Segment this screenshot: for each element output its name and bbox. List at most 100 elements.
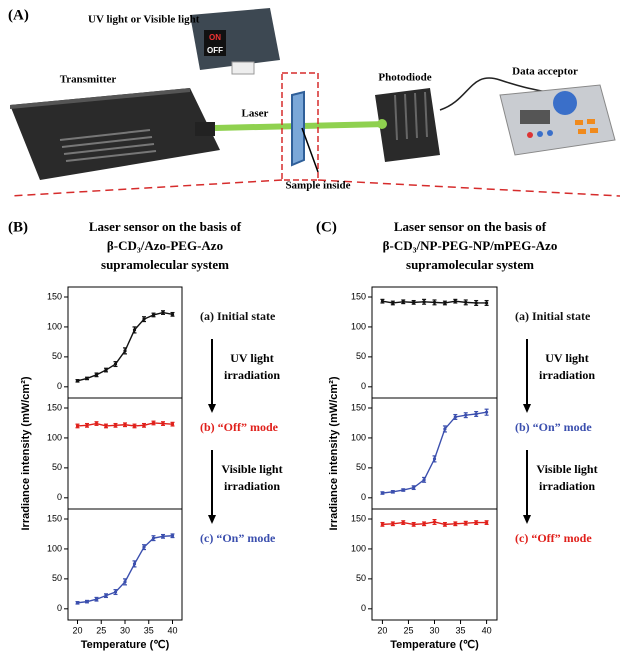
data-point <box>484 410 489 414</box>
data-point <box>113 590 118 594</box>
y-tick-label: 0 <box>57 381 62 391</box>
chart-title: Laser sensor on the basis of <box>394 219 547 234</box>
panel-label: (A) <box>8 7 29 23</box>
label: UV light or Visible light <box>88 14 200 26</box>
data-point <box>474 412 478 416</box>
y-tick-label: 100 <box>351 432 366 442</box>
arrow-label: UV light <box>545 351 588 365</box>
data-point <box>75 424 80 428</box>
arrow-head <box>523 515 531 524</box>
x-tick-label: 40 <box>167 625 177 635</box>
data-point <box>391 522 395 526</box>
data-point <box>123 423 127 427</box>
data-point <box>170 312 175 316</box>
label: Sample inside <box>285 180 350 192</box>
data-point <box>464 521 468 525</box>
data-point <box>380 522 385 526</box>
y-tick-label: 0 <box>361 603 366 613</box>
chart-title: supramolecular system <box>101 257 229 272</box>
series-label: (a) Initial state <box>200 309 276 323</box>
data-point <box>422 300 426 304</box>
label: Transmitter <box>60 74 117 86</box>
series-line <box>77 311 173 382</box>
data-point <box>104 368 108 372</box>
plot-frame <box>67 397 183 510</box>
data-point <box>170 534 175 538</box>
y-tick-label: 100 <box>47 543 62 553</box>
series-line <box>382 411 487 494</box>
y-tick-label: 50 <box>52 462 62 472</box>
arrow-head <box>523 404 531 413</box>
x-tick-label: 30 <box>120 625 130 635</box>
arrow-label: irradiation <box>224 479 280 493</box>
y-tick-label: 0 <box>57 603 62 613</box>
arrow-label: UV light <box>230 351 273 365</box>
data-point <box>464 300 468 304</box>
data-point <box>104 424 108 428</box>
y-tick-label: 50 <box>52 573 62 583</box>
series-label: (a) Initial state <box>515 309 591 323</box>
data-point <box>161 534 165 538</box>
arrow-label: Visible light <box>221 462 282 476</box>
x-axis-label: Temperature (℃) <box>390 639 479 651</box>
x-tick-label: 35 <box>456 625 466 635</box>
y-tick-label: 150 <box>47 291 62 301</box>
label: Photodiode <box>378 72 431 84</box>
data-point <box>401 488 405 492</box>
arrow-label: Visible light <box>536 462 597 476</box>
x-tick-label: 25 <box>403 625 413 635</box>
data-point <box>432 300 437 304</box>
plot-frame <box>371 508 498 621</box>
data-point <box>474 520 478 525</box>
y-tick-label: 0 <box>361 381 366 391</box>
series-label: (c) “Off” mode <box>515 531 592 545</box>
y-tick-label: 100 <box>47 321 62 331</box>
y-axis-label: Irradiance intensity (mW/cm²) <box>328 376 340 530</box>
switch-label: OFF <box>207 46 223 55</box>
arrow-head <box>208 404 216 413</box>
series-label: (b) “Off” mode <box>200 420 279 434</box>
data-point <box>422 478 426 482</box>
data-point <box>151 421 156 425</box>
data-point <box>401 520 405 525</box>
data-point <box>161 310 165 315</box>
arrow-head <box>208 515 216 524</box>
data-point <box>113 362 118 366</box>
data-point <box>380 299 385 303</box>
data-point <box>94 373 99 377</box>
y-tick-label: 50 <box>52 351 62 361</box>
data-point <box>161 421 165 426</box>
data-point <box>85 600 89 604</box>
y-tick-label: 0 <box>361 492 366 502</box>
data-point <box>132 424 137 428</box>
data-point <box>432 520 437 524</box>
data-point <box>391 301 395 305</box>
x-tick-label: 20 <box>377 625 387 635</box>
data-point <box>443 301 447 305</box>
data-point <box>85 423 89 427</box>
chart-title: Laser sensor on the basis of <box>89 219 242 234</box>
y-tick-label: 150 <box>351 402 366 412</box>
data-point <box>94 597 99 601</box>
label: Laser <box>242 108 269 120</box>
data-point <box>484 301 489 305</box>
data-point <box>432 457 437 461</box>
data-point <box>443 522 447 526</box>
data-point <box>453 522 457 526</box>
data-point <box>75 601 80 605</box>
setup-illustration: (A) UV light or Visible light ON OFF Tra… <box>0 0 627 200</box>
switch-label: ON <box>209 33 221 42</box>
data-point <box>113 423 118 427</box>
y-tick-label: 50 <box>356 462 366 472</box>
data-point <box>453 415 457 419</box>
plot-frame <box>67 286 183 399</box>
data-point <box>464 413 468 417</box>
arrow-label: irradiation <box>539 479 595 493</box>
data-point <box>380 491 385 495</box>
data-point <box>94 421 99 426</box>
x-axis-label: Temperature (℃) <box>81 639 170 651</box>
chart-title: supramolecular system <box>406 257 534 272</box>
y-tick-label: 150 <box>47 513 62 523</box>
panel-label: (B) <box>8 219 28 235</box>
